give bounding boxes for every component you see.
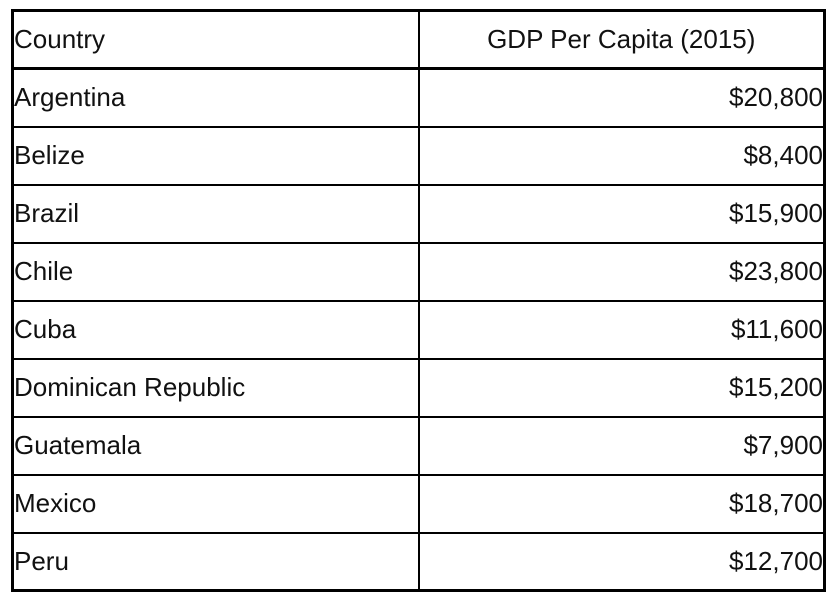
table-row: Dominican Republic $15,200 xyxy=(11,357,826,418)
country-cell: Peru xyxy=(11,531,420,592)
table-row: Chile $23,800 xyxy=(11,241,826,302)
gdp-cell: $15,900 xyxy=(417,183,826,244)
gdp-per-capita-table: Country GDP Per Capita (2015) Argentina … xyxy=(11,9,826,592)
table-header-row: Country GDP Per Capita (2015) xyxy=(11,9,826,70)
gdp-cell: $23,800 xyxy=(417,241,826,302)
table-row: Mexico $18,700 xyxy=(11,473,826,534)
gdp-cell: $11,600 xyxy=(417,299,826,360)
column-header-country: Country xyxy=(11,9,420,70)
gdp-cell: $15,200 xyxy=(417,357,826,418)
table-row: Belize $8,400 xyxy=(11,125,826,186)
country-cell: Guatemala xyxy=(11,415,420,476)
column-header-gdp: GDP Per Capita (2015) xyxy=(417,9,826,70)
country-cell: Argentina xyxy=(11,67,420,128)
table-row: Guatemala $7,900 xyxy=(11,415,826,476)
country-cell: Cuba xyxy=(11,299,420,360)
gdp-cell: $8,400 xyxy=(417,125,826,186)
country-cell: Dominican Republic xyxy=(11,357,420,418)
table-row: Cuba $11,600 xyxy=(11,299,826,360)
table-row: Peru $12,700 xyxy=(11,531,826,592)
gdp-cell: $7,900 xyxy=(417,415,826,476)
table-row: Argentina $20,800 xyxy=(11,67,826,128)
country-cell: Belize xyxy=(11,125,420,186)
country-cell: Brazil xyxy=(11,183,420,244)
table-row: Brazil $15,900 xyxy=(11,183,826,244)
country-cell: Chile xyxy=(11,241,420,302)
gdp-cell: $20,800 xyxy=(417,67,826,128)
gdp-cell: $12,700 xyxy=(417,531,826,592)
country-cell: Mexico xyxy=(11,473,420,534)
gdp-cell: $18,700 xyxy=(417,473,826,534)
